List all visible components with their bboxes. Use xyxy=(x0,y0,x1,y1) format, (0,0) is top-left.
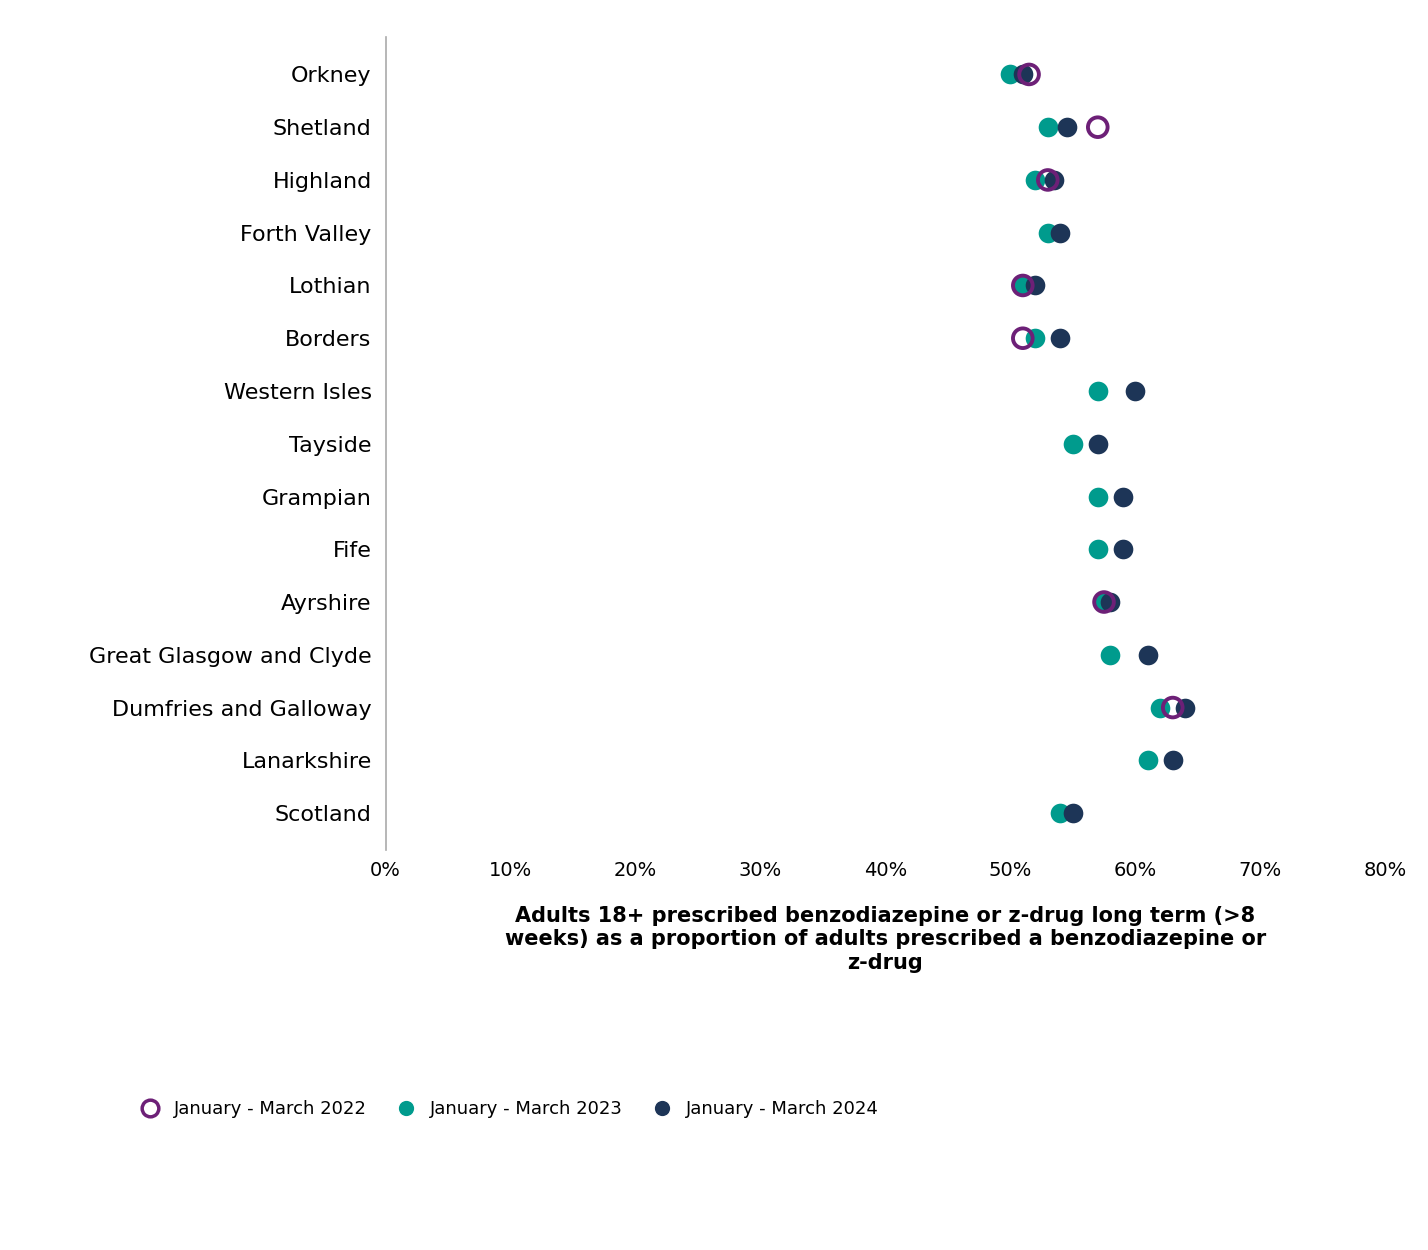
Point xyxy=(1087,434,1110,454)
Point xyxy=(1042,170,1065,190)
Point xyxy=(1011,329,1034,349)
Point xyxy=(1048,802,1071,822)
Point xyxy=(1137,750,1160,770)
Point xyxy=(1087,486,1110,506)
Point xyxy=(1087,539,1110,559)
Point xyxy=(1087,118,1110,138)
Point xyxy=(1124,381,1147,401)
Point xyxy=(1092,592,1115,612)
Point xyxy=(1100,592,1122,612)
Point xyxy=(1048,329,1071,349)
Point xyxy=(1092,592,1115,612)
Point xyxy=(1055,118,1078,138)
Point xyxy=(1100,645,1122,665)
Point xyxy=(1037,222,1060,243)
Point xyxy=(1048,222,1071,243)
Point xyxy=(1011,275,1034,295)
Point xyxy=(1161,750,1184,770)
Text: Adults 18+ prescribed benzodiazepine or z-drug long term (>8
weeks) as a proport: Adults 18+ prescribed benzodiazepine or … xyxy=(504,906,1267,972)
Point xyxy=(1000,65,1022,85)
Point xyxy=(1037,118,1060,138)
Point xyxy=(1011,275,1034,295)
Point xyxy=(1087,381,1110,401)
Legend: January - March 2022, January - March 2023, January - March 2024: January - March 2022, January - March 20… xyxy=(124,1092,885,1125)
Point xyxy=(1061,434,1084,454)
Point xyxy=(1161,698,1184,718)
Point xyxy=(1111,539,1134,559)
Point xyxy=(1061,802,1084,822)
Point xyxy=(1148,698,1171,718)
Point xyxy=(1024,329,1047,349)
Point xyxy=(1024,170,1047,190)
Point xyxy=(1024,275,1047,295)
Point xyxy=(1111,486,1134,506)
Point xyxy=(1018,65,1041,85)
Point xyxy=(1011,65,1034,85)
Point xyxy=(1037,170,1060,190)
Point xyxy=(1137,645,1160,665)
Point xyxy=(1174,698,1197,718)
